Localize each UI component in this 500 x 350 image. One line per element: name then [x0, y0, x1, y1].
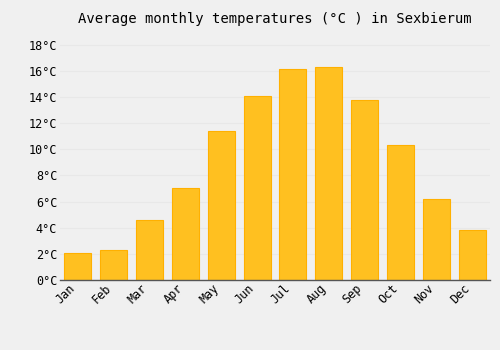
Title: Average monthly temperatures (°C ) in Sexbierum: Average monthly temperatures (°C ) in Se… [78, 12, 472, 26]
Bar [458, 230, 485, 280]
Bar [64, 253, 92, 280]
Bar [172, 188, 199, 280]
Bar [351, 99, 378, 280]
Bar [387, 145, 414, 280]
Bar [244, 96, 270, 280]
Bar [136, 220, 163, 280]
Bar [208, 131, 234, 280]
Bar [423, 199, 450, 280]
Bar [280, 69, 306, 280]
Bar [100, 250, 127, 280]
Bar [316, 67, 342, 280]
